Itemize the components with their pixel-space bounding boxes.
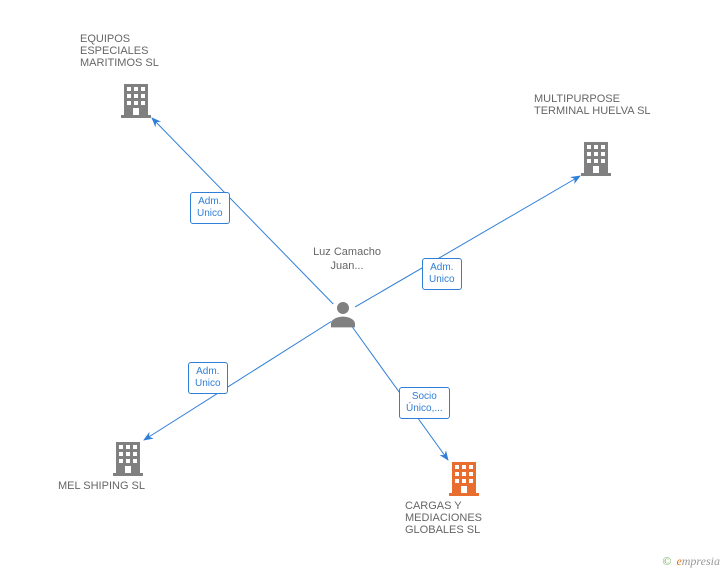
- edge-label: Socio Único,...: [399, 387, 450, 419]
- person-icon: [327, 298, 359, 335]
- building-icon: [120, 82, 152, 118]
- company-label: MULTIPURPOSE TERMINAL HUELVA SL: [534, 93, 664, 117]
- watermark: © empresia: [662, 554, 720, 569]
- center-node-label: Luz Camacho Juan...: [307, 246, 387, 274]
- edge-line: [355, 176, 580, 307]
- copyright-symbol: ©: [662, 554, 671, 568]
- building-icon: [112, 440, 144, 476]
- edge-line: [152, 118, 333, 304]
- edge-line: [144, 321, 331, 440]
- watermark-rest: mpresia: [682, 554, 720, 568]
- building-icon: [448, 460, 480, 496]
- edge-label: Adm. Unico: [422, 258, 462, 290]
- edge-label: Adm. Unico: [190, 192, 230, 224]
- company-label: MEL SHIPING SL: [58, 480, 198, 492]
- company-label: EQUIPOS ESPECIALES MARITIMOS SL: [80, 33, 200, 69]
- edge-label: Adm. Unico: [188, 362, 228, 394]
- company-label: CARGAS Y MEDIACIONES GLOBALES SL: [405, 500, 535, 536]
- diagram-canvas: Luz Camacho Juan... EQUIPOS ESPECIALES M…: [0, 0, 728, 575]
- building-icon: [580, 140, 612, 176]
